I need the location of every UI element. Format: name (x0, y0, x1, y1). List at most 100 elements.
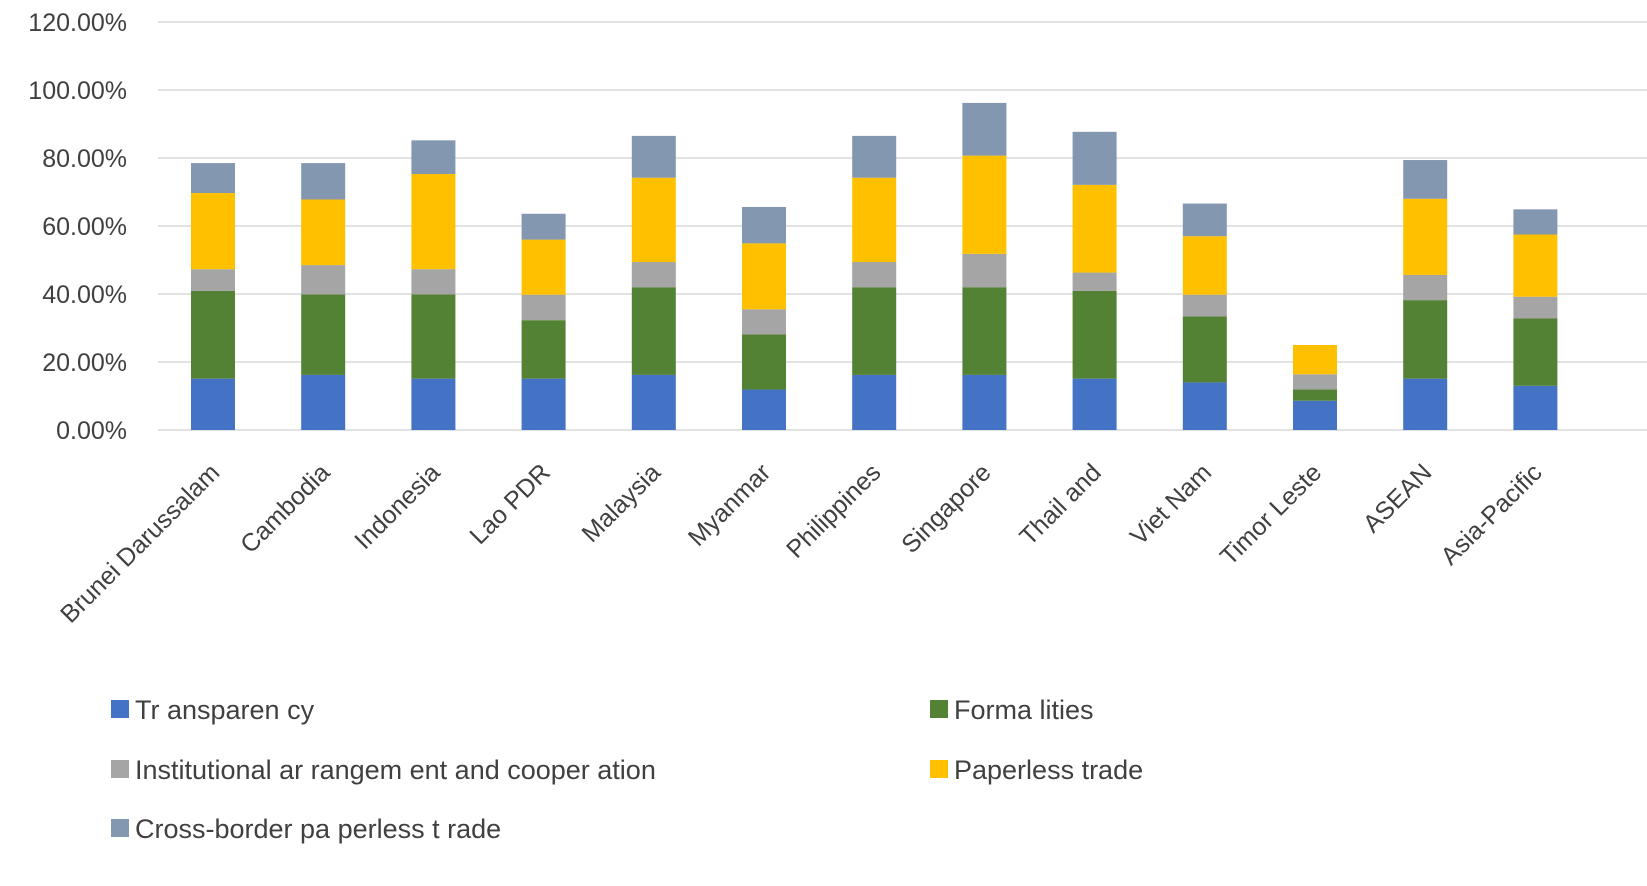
bar-segment (1182, 203, 1227, 237)
bar-segment (1293, 374, 1337, 390)
x-tick-label: Singapore (896, 458, 996, 558)
bar-segment (852, 262, 897, 288)
x-tick-label: Myanmar (683, 458, 776, 551)
bar-segment (1403, 160, 1448, 199)
bar-segment (1513, 209, 1558, 235)
bar-segment (301, 294, 346, 375)
y-tick-label: 100.00% (28, 77, 127, 105)
bar-segment (191, 378, 235, 430)
bar-segment (1182, 294, 1227, 317)
x-tick-label: Asia-Pacific (1436, 458, 1548, 570)
bar-segment (191, 269, 235, 291)
bar-segment (1403, 300, 1448, 379)
y-axis-tick-labels: 0.00% 20.00% 40.00% 60.00% 80.00% 100.00% 120.… (28, 9, 127, 445)
bar-segment (962, 155, 1007, 254)
bar-segment (742, 206, 786, 244)
bar-segment (742, 389, 786, 430)
bar-segment (1403, 198, 1448, 275)
x-tick-label: Philippines (781, 458, 886, 563)
x-tick-label: Thail and (1014, 458, 1107, 551)
bar-segment (1403, 274, 1448, 301)
bar-segment (962, 287, 1007, 375)
bar-segment (1403, 378, 1448, 430)
bar-segment (962, 374, 1007, 430)
legend-swatch (111, 760, 129, 778)
bar-segment (962, 102, 1007, 156)
bar-segment (191, 193, 235, 270)
x-tick-label: Malaysia (576, 458, 666, 548)
bar-segment (411, 378, 456, 430)
bar-segment (1513, 318, 1558, 386)
bar-segment (742, 243, 786, 310)
bar-segment (521, 213, 566, 240)
legend-swatch (930, 760, 948, 778)
bar-segment (1513, 296, 1558, 319)
bar-segment (852, 177, 897, 263)
x-axis-tick-labels: Brunei Darussalam Cambodia Indonesia Lao PD… (55, 458, 1548, 628)
bar-segment (301, 265, 346, 295)
y-tick-label: 120.00% (28, 9, 127, 37)
bar-segment (411, 140, 456, 174)
bar-segment (521, 320, 566, 379)
bar-segment (301, 163, 346, 200)
bar-segment (1513, 385, 1558, 430)
bar-segment (852, 287, 897, 375)
x-tick-label: Viet Nam (1125, 458, 1217, 550)
x-tick-label: Indonesia (349, 458, 446, 555)
bar-segment (742, 334, 786, 390)
bar-segment (411, 294, 456, 379)
bar-segment (1293, 345, 1337, 375)
bar-segment (191, 163, 235, 194)
legend-label: Institutional ar rangem ent and cooper a… (135, 755, 656, 785)
bar-segment (1072, 290, 1117, 379)
x-tick-label: Cambodia (235, 458, 335, 558)
legend-label: Tr ansparen cy (135, 695, 315, 725)
bar-segment (742, 309, 786, 335)
gridlines (158, 21, 1647, 431)
bar-segment (521, 378, 566, 430)
bar-segment (1072, 184, 1117, 273)
bar-segment (1072, 272, 1117, 291)
bar-segment (1072, 131, 1117, 185)
legend-label: Cross-border pa perless t rade (135, 814, 501, 844)
bar-segment (1182, 236, 1227, 295)
bar-segment (631, 177, 676, 263)
bar-segment (521, 294, 566, 321)
y-tick-label: 40.00% (42, 281, 127, 309)
y-tick-label: 0.00% (56, 417, 127, 445)
bar-segment (631, 374, 676, 430)
legend-swatch (930, 700, 948, 718)
y-tick-label: 60.00% (42, 213, 127, 241)
y-tick-label: 80.00% (42, 145, 127, 173)
bar-segment (631, 262, 676, 288)
bar-segment (962, 253, 1007, 288)
x-tick-label: Brunei Darussalam (55, 458, 225, 628)
legend-label: Paperless trade (954, 755, 1143, 785)
bar-segment (301, 199, 346, 266)
bar-segment (1182, 316, 1227, 383)
x-tick-label: Lao PDR (464, 458, 556, 550)
x-tick-label: Timor Leste (1215, 458, 1327, 570)
legend-swatch (111, 700, 129, 718)
bar-segment (411, 173, 456, 270)
bar-segment (631, 287, 676, 375)
bar-segment (411, 269, 456, 295)
y-tick-label: 20.00% (42, 349, 127, 377)
legend-swatch (111, 819, 129, 837)
bar-segment (301, 374, 346, 430)
bar-segment (521, 239, 566, 295)
bar-segment (191, 290, 235, 379)
legend: Tr ansparen cy Forma lities Institutional … (111, 695, 1143, 844)
legend-label: Forma lities (954, 695, 1094, 725)
bar-segment (1072, 378, 1117, 430)
bar-segment (852, 135, 897, 178)
bars (191, 102, 1558, 430)
bar-segment (1182, 382, 1227, 430)
bar-segment (852, 374, 897, 430)
x-tick-label: ASEAN (1358, 458, 1438, 538)
bar-segment (1293, 389, 1337, 401)
bar-segment (1513, 234, 1558, 297)
bar-segment (1293, 400, 1337, 430)
bar-segment (631, 135, 676, 178)
